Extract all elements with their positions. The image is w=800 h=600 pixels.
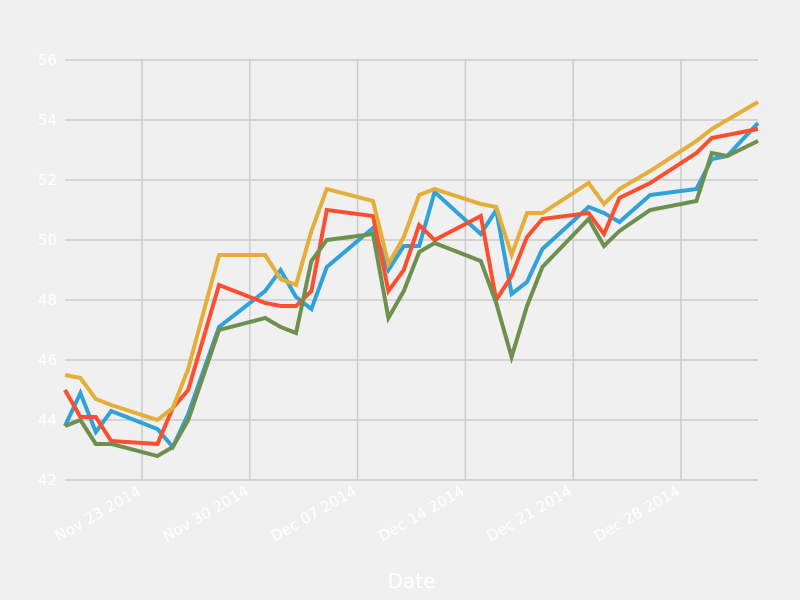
x-axis-title: Date [388,569,436,593]
x-tick-labels: Nov 23 2014 Nov 30 2014 Dec 07 2014 Dec 14 … [52,482,683,546]
x-tick-label: Nov 23 2014 [52,482,144,546]
y-tick-label: 56 [38,51,57,69]
x-tick-label: Dec 14 2014 [375,482,467,546]
y-tick-label: 46 [38,351,57,369]
series-line-3 [64,100,760,423]
y-tick-label: 48 [38,291,57,309]
series-line-4 [64,139,759,459]
y-tick-label: 54 [38,111,57,129]
y-tick-labels: 42 44 46 48 50 52 54 56 [38,51,57,489]
y-tick-label: 52 [38,171,57,189]
y-tick-label: 44 [38,411,57,429]
x-tick-label: Dec 28 2014 [591,482,683,546]
x-tick-label: Nov 30 2014 [160,482,252,546]
grid-lines [65,59,758,481]
y-tick-label: 50 [38,231,57,249]
series-lines [63,100,760,459]
y-tick-label: 42 [38,471,57,489]
x-tick-label: Dec 21 2014 [483,482,575,546]
x-tick-label: Dec 07 2014 [268,482,360,546]
